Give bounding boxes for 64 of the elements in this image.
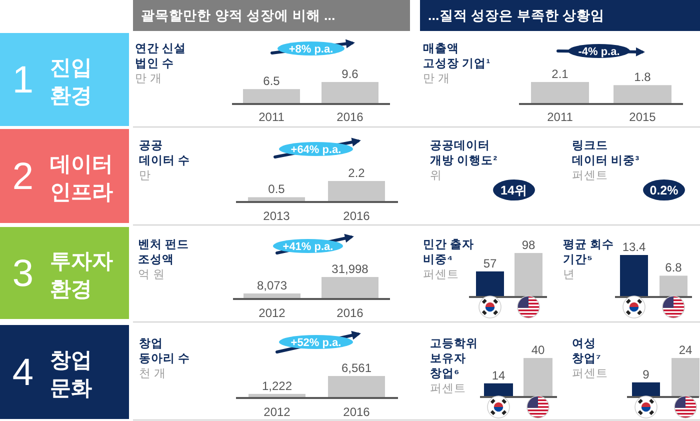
x-tick-label: 2012 — [264, 405, 291, 419]
text: +8% p.a. — [288, 44, 334, 56]
text: 괄목할만한 양적 성장에 비해 ... — [141, 8, 336, 23]
text: 4 — [12, 352, 34, 394]
data-label: 14 — [492, 368, 506, 382]
y-axis-title: 년 — [563, 269, 575, 281]
x-tick-label: 2011 — [547, 110, 574, 124]
data-label: 13.4 — [622, 240, 646, 254]
data-label: 9 — [642, 367, 650, 382]
text: ...질적 성장은 부족한 상황임 — [428, 8, 605, 23]
x-tick-label: 2016 — [336, 110, 364, 124]
chart-title: 매출액 고성장 기업¹ — [423, 42, 490, 70]
chart-title: 민간 출자 비중⁴ — [423, 238, 474, 266]
data-label: 6,561 — [341, 361, 372, 375]
chart-title: 평균 회수 기간⁵ — [563, 238, 614, 266]
chart-title: 연간 신설 법인 수 — [135, 42, 186, 70]
y-axis-title: 만 — [139, 170, 151, 182]
x-tick-label: 2015 — [629, 110, 656, 124]
x-tick-label: 2012 — [258, 306, 286, 320]
data-label: 2.2 — [348, 166, 366, 180]
text: 2 — [12, 156, 34, 198]
text: 투자자 환경 — [50, 250, 113, 301]
text: -4% p.a. — [578, 46, 620, 58]
y-axis-title: 천 개 — [139, 368, 166, 380]
data-label: 8,073 — [256, 278, 288, 292]
y-axis-title: 억 원 — [138, 269, 166, 281]
data-label: 57 — [483, 256, 497, 270]
text: +41% p.a. — [282, 241, 334, 253]
y-axis-title: 퍼센트 — [423, 269, 459, 281]
chart-title: 여성 창업⁷ — [572, 337, 601, 365]
data-label: 24 — [678, 343, 692, 357]
text: +52% p.a. — [290, 337, 342, 349]
data-label: 1.8 — [634, 70, 652, 84]
data-label: 31,998 — [332, 262, 369, 276]
chart-title: 공공 데이터 수 — [139, 140, 190, 167]
text: 3 — [12, 253, 34, 295]
chart-title: 벤처 펀드 조성액 — [138, 238, 190, 266]
chart-title: 고등학위 보유자 창업⁶ — [430, 337, 478, 380]
text: 데이터 인프라 — [50, 153, 113, 204]
data-label: 6.8 — [665, 260, 682, 275]
text: +64% p.a. — [290, 144, 342, 156]
text: 진입 환경 — [50, 56, 92, 108]
chart-title: 창업 동아리 수 — [139, 337, 190, 365]
text: 1 — [12, 60, 34, 102]
x-tick-label: 2013 — [263, 209, 290, 223]
text: 퍼센트 — [572, 170, 608, 182]
y-axis-title: 만 개 — [423, 73, 450, 85]
y-axis-title: 퍼센트 — [572, 368, 608, 380]
y-axis-title: 만 개 — [135, 73, 162, 85]
y-axis-title: 퍼센트 — [430, 383, 466, 395]
data-label: 0.5 — [268, 182, 286, 196]
data-label: 98 — [522, 238, 536, 252]
text: 링크드 데이터 비중³ — [572, 139, 640, 167]
x-tick-label: 2016 — [336, 306, 364, 320]
data-label: 1,222 — [262, 378, 292, 393]
data-label: 9.6 — [342, 67, 359, 81]
data-label: 6.5 — [263, 74, 280, 88]
x-tick-label: 2016 — [343, 405, 370, 419]
data-label: 0.2% — [650, 184, 678, 198]
x-tick-label: 2016 — [343, 209, 370, 223]
x-tick-label: 2011 — [258, 110, 285, 124]
data-label: 40 — [531, 343, 545, 357]
data-label: 2.1 — [552, 67, 569, 81]
text: 창업 문화 — [50, 349, 92, 400]
